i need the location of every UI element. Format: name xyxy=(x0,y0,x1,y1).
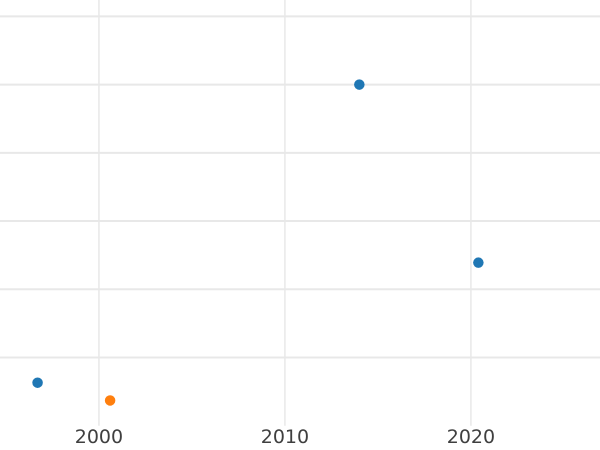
x-tick-label-2010: 2010 xyxy=(260,426,310,448)
x-tick-label-2020: 2020 xyxy=(446,426,496,448)
blue-series-point xyxy=(473,257,484,268)
orange-series-point xyxy=(104,395,116,406)
blue-series-point xyxy=(32,377,43,388)
blue-series-point xyxy=(354,79,365,90)
x-tick-label-2000: 2000 xyxy=(74,426,124,448)
